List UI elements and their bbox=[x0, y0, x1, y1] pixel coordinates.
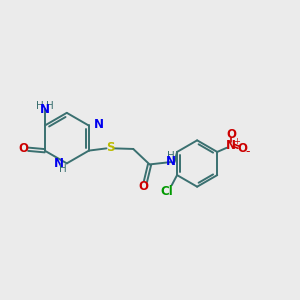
Text: H: H bbox=[59, 164, 67, 174]
Text: +: + bbox=[233, 137, 240, 146]
Text: N: N bbox=[226, 139, 236, 152]
Text: H: H bbox=[46, 100, 54, 111]
Text: S: S bbox=[106, 141, 115, 154]
Text: O: O bbox=[226, 128, 236, 141]
Text: N: N bbox=[165, 155, 176, 168]
Text: N: N bbox=[53, 158, 64, 170]
Text: N: N bbox=[93, 118, 103, 131]
Text: H: H bbox=[36, 100, 43, 111]
Text: Cl: Cl bbox=[160, 185, 173, 198]
Text: O: O bbox=[139, 180, 148, 193]
Text: O: O bbox=[237, 142, 247, 155]
Text: O: O bbox=[18, 142, 28, 155]
Text: -: - bbox=[245, 146, 250, 158]
Text: H: H bbox=[167, 151, 174, 161]
Text: N: N bbox=[40, 103, 50, 116]
